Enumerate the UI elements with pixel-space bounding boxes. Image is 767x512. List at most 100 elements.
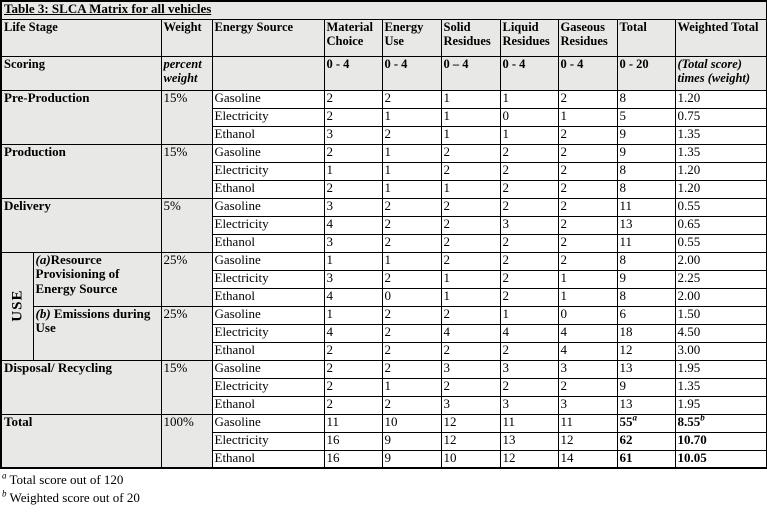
score-cell: 2 [323, 107, 383, 127]
scoring-weighted-note: (Total score) times (weight) [674, 55, 767, 91]
score-cell: 2 [440, 305, 501, 325]
total-value: 8 [619, 180, 627, 195]
col-header-gaseous-residues: Gaseous Residues [557, 18, 618, 57]
use-section-cell: USE [0, 251, 34, 361]
score-cell: 2 [381, 197, 442, 217]
energy-source-cell: Gasoline [211, 143, 325, 163]
col-header-life-stage: Life Stage [0, 18, 162, 57]
col-header-weighted-total: Weighted Total [674, 18, 767, 57]
score-cell: 4 [323, 323, 383, 343]
total-superscript: a [632, 414, 638, 423]
scoring-range-energy-use: 0 - 4 [381, 55, 442, 91]
weight-value: 15% [160, 359, 213, 415]
table-row: Ethanol 2 1 1 2 2 8 1.20 [1, 179, 767, 199]
total-value: 9 [619, 378, 627, 393]
score-cell: 1 [381, 179, 442, 199]
score-cell: 3 [323, 233, 383, 253]
score-cell: 2 [381, 233, 442, 253]
weighted-total-cell: 2.00 [674, 287, 767, 307]
score-cell: 11 [557, 413, 618, 433]
weighted-total-value: 1.20 [677, 162, 701, 177]
weighted-total-cell: 1.35 [674, 377, 767, 397]
scoring-range-total: 0 - 20 [616, 55, 676, 91]
score-cell: 12 [499, 449, 559, 469]
score-cell: 2 [499, 287, 559, 307]
life-stage-prefix: (b) [35, 306, 54, 321]
weighted-total-value: 0.75 [677, 108, 701, 123]
total-value: 11 [619, 198, 633, 213]
score-cell: 0 [557, 305, 618, 325]
weighted-total-superscript: b [700, 414, 705, 423]
life-stage-label: Total [4, 414, 33, 429]
score-cell: 11 [499, 413, 559, 433]
total-value: 8 [619, 162, 627, 177]
weighted-total-value: 1.95 [677, 396, 701, 411]
total-value: 13 [619, 360, 633, 375]
score-cell: 2 [440, 251, 501, 271]
score-cell: 3 [440, 359, 501, 379]
score-cell: 3 [499, 359, 559, 379]
score-cell: 1 [499, 89, 559, 109]
score-cell: 1 [557, 287, 618, 307]
total-value: 8 [619, 90, 627, 105]
total-cell: 13 [616, 215, 676, 235]
total-value: 62 [619, 432, 633, 447]
total-cell: 61 [616, 449, 676, 469]
score-cell: 1 [499, 305, 559, 325]
weight-value: 15% [160, 143, 213, 199]
score-cell: 2 [557, 143, 618, 163]
total-value: 11 [619, 234, 633, 249]
weighted-total-value: 4.50 [677, 324, 701, 339]
energy-source-cell: Gasoline [211, 89, 325, 109]
weighted-total-value: 1.20 [677, 180, 701, 195]
footnote-b-text: Weighted score out of 20 [9, 489, 140, 505]
scoring-range-solid: 0 – 4 [440, 55, 501, 91]
weighted-total-value: 1.35 [677, 378, 701, 393]
life-stage-label: Delivery [4, 198, 51, 213]
score-cell: 16 [323, 449, 383, 469]
score-cell: 1 [440, 287, 501, 307]
weighted-total-value: 2.00 [677, 252, 701, 267]
score-cell: 0 [381, 287, 442, 307]
weighted-total-cell: 1.20 [674, 179, 767, 199]
total-cell: 18 [616, 323, 676, 343]
score-cell: 2 [499, 161, 559, 181]
energy-source-cell: Gasoline [211, 305, 325, 325]
score-cell: 4 [557, 341, 618, 361]
score-cell: 1 [557, 107, 618, 127]
total-value: 6 [619, 306, 627, 321]
scoring-row: Scoring percent weight 0 - 4 0 - 4 0 – 4… [0, 55, 767, 91]
total-value: 9 [619, 126, 627, 141]
energy-source-cell: Electricity [211, 431, 325, 451]
table-title: Table 3: SLCA Matrix for all vehicles [0, 0, 767, 20]
footnote-b: b Weighted score out of 20 [2, 489, 767, 507]
weight-value: 25% [160, 305, 213, 361]
life-stage-cell: Disposal/ Recycling [0, 359, 162, 415]
score-cell: 1 [440, 107, 501, 127]
total-cell: 9 [616, 377, 676, 397]
life-stage-cell: Total [0, 413, 162, 469]
weighted-total-value: 1.35 [677, 144, 701, 159]
score-cell: 4 [499, 323, 559, 343]
weighted-total-cell: 0.75 [674, 107, 767, 127]
score-cell: 2 [440, 377, 501, 397]
energy-source-cell: Electricity [211, 323, 325, 343]
energy-source-cell: Ethanol [211, 449, 325, 469]
life-stage-label: Resource Provisioning of Energy Source [35, 252, 120, 297]
table-row: Ethanol 3 2 2 2 2 11 0.55 [1, 233, 767, 253]
scoring-range-gaseous: 0 - 4 [557, 55, 618, 91]
score-cell: 1 [440, 89, 501, 109]
energy-source-cell: Electricity [211, 215, 325, 235]
total-cell: 8 [616, 89, 676, 109]
total-cell: 8 [616, 179, 676, 199]
score-cell: 2 [323, 359, 383, 379]
score-cell: 2 [440, 215, 501, 235]
energy-source-cell: Electricity [211, 107, 325, 127]
slca-matrix-table: Table 3: SLCA Matrix for all vehicles Li… [0, 0, 767, 469]
total-cell: 8 [616, 251, 676, 271]
life-stage-cell: Pre-Production [0, 89, 162, 145]
score-cell: 2 [557, 179, 618, 199]
life-stage-cell: Delivery [0, 197, 162, 253]
score-cell: 2 [499, 341, 559, 361]
table-row: Ethanol 3 2 1 1 2 9 1.35 [1, 125, 767, 145]
